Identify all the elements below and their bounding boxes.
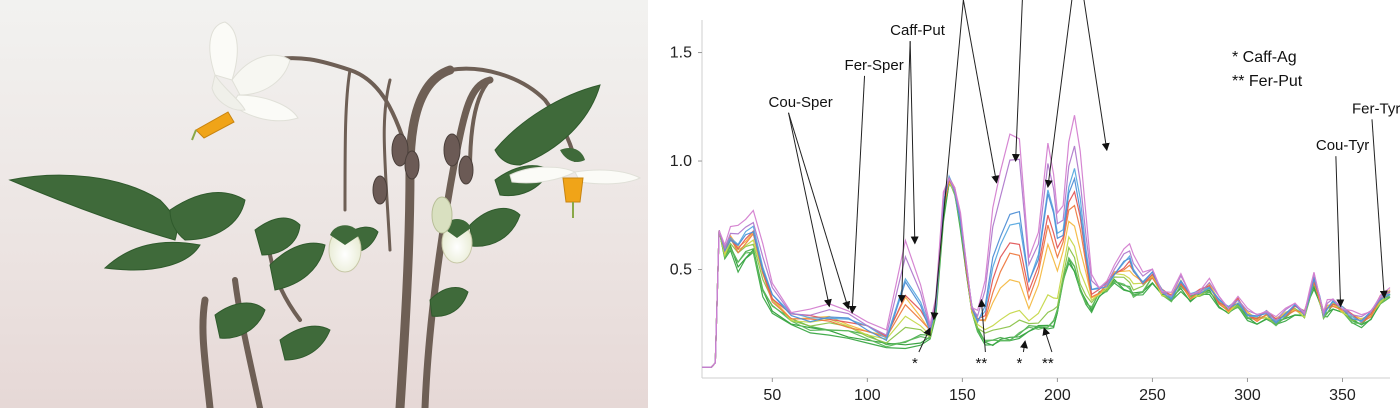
series-line <box>702 179 1391 368</box>
star-mark: ** <box>1042 355 1054 372</box>
annotation-arrow <box>962 0 1000 184</box>
legend: * Caff-Ag ** Fer-Put <box>1232 49 1303 90</box>
annotation-arrow <box>848 75 866 314</box>
series-lines <box>702 115 1391 368</box>
white-flower <box>191 21 299 141</box>
series-line <box>702 180 1391 368</box>
annotation-arrow <box>930 0 964 321</box>
plant-leaves <box>8 84 601 361</box>
annotation-arrow <box>1011 0 1023 163</box>
x-tick-label: 300 <box>1234 387 1261 404</box>
x-ticks: 50 100 150 200 250 300 350 <box>763 378 1356 404</box>
star-mark: * <box>912 355 918 372</box>
star-arrow <box>918 327 931 353</box>
plant-photo <box>0 0 648 408</box>
annotation-arrow <box>1083 0 1110 152</box>
annotation-arrow <box>1044 0 1073 189</box>
y-tick-label: 1.5 <box>670 45 692 62</box>
x-tick-label: 200 <box>1044 387 1071 404</box>
star-arrow <box>1042 327 1053 353</box>
annotations: Cou-SperFer-SperCaff-PutCou-PutCou-AgFer… <box>769 0 1400 321</box>
y-tick-label: 1.0 <box>670 153 692 170</box>
spectral-line-chart: 0.5 1.0 1.5 50 100 150 200 250 300 350 Cou-Sper F… <box>670 0 1400 404</box>
axes <box>701 20 1390 379</box>
plant-stems <box>199 56 577 408</box>
series-line <box>702 175 1391 368</box>
annotation-arrow <box>1335 156 1345 308</box>
star-mark: * <box>1016 355 1022 372</box>
x-tick-label: 50 <box>763 387 781 404</box>
series-line <box>702 180 1391 368</box>
series-line <box>702 175 1391 368</box>
x-tick-label: 250 <box>1139 387 1166 404</box>
annotation-label: Fer-Tyr <box>1352 100 1400 117</box>
hanging-fruits <box>328 196 473 273</box>
star-arrow <box>977 298 986 353</box>
y-ticks: 0.5 1.0 1.5 <box>670 45 702 279</box>
x-tick-label: 100 <box>854 387 881 404</box>
series-line <box>702 168 1391 368</box>
legend-entry: ** Fer-Put <box>1232 73 1303 90</box>
annotation-label: Cou-Sper <box>769 94 833 111</box>
annotation-arrow <box>788 112 832 308</box>
star-marks: * ** * ** <box>912 298 1054 372</box>
annotation-arrow <box>1371 119 1388 299</box>
annotation-label: Fer-Sper <box>845 57 904 74</box>
annotation-arrow <box>909 41 919 245</box>
annotation-arrow <box>788 112 851 310</box>
legend-entry: * Caff-Ag <box>1232 49 1297 66</box>
series-line <box>702 179 1391 368</box>
x-tick-label: 350 <box>1329 387 1356 404</box>
annotation-arrow <box>897 41 911 304</box>
star-arrow <box>1020 340 1028 353</box>
annotation-label: Caff-Put <box>890 22 946 39</box>
series-line <box>702 115 1391 368</box>
flower-buds <box>372 133 474 205</box>
x-tick-label: 150 <box>949 387 976 404</box>
star-mark: ** <box>976 355 988 372</box>
annotation-label: Cou-Tyr <box>1316 137 1369 154</box>
y-tick-label: 0.5 <box>670 262 692 279</box>
white-flower <box>509 148 642 218</box>
